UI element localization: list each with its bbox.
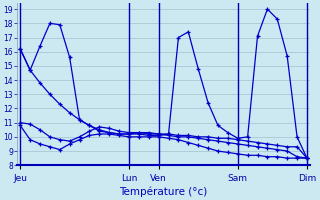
X-axis label: Température (°c): Température (°c) <box>119 186 208 197</box>
